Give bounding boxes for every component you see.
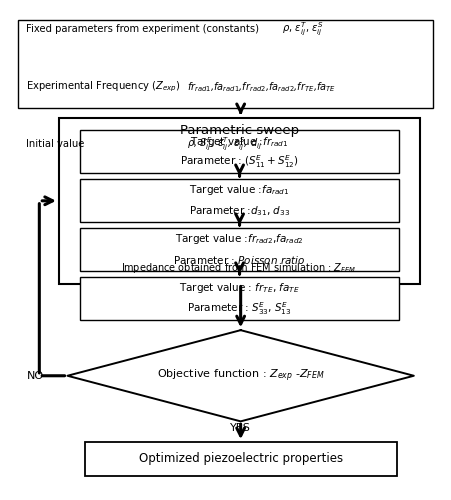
Text: Target value :$fr_{rad2}$,$fa_{rad2}$: Target value :$fr_{rad2}$,$fa_{rad2}$ [175, 232, 304, 246]
Text: Parameter : $S^{E}_{33}$, $S^{E}_{13}$: Parameter : $S^{E}_{33}$, $S^{E}_{13}$ [187, 300, 292, 317]
Text: Parametric sweep: Parametric sweep [180, 124, 299, 137]
FancyBboxPatch shape [18, 20, 433, 108]
Text: Initial value: Initial value [26, 140, 85, 149]
Text: $fr_{rad1}$,$fa_{rad1}$,$fr_{rad2}$,$fa_{rad2}$,$fr_{TE}$,$fa_{TE}$: $fr_{rad1}$,$fa_{rad1}$,$fr_{rad2}$,$fa_… [187, 80, 336, 94]
FancyBboxPatch shape [80, 277, 399, 320]
Text: Objective function : $Z_{exp}$ -$Z_{FEM}$: Objective function : $Z_{exp}$ -$Z_{FEM}… [156, 368, 325, 384]
Text: Parameter : $\mathit{Poisson\ ratio}$: Parameter : $\mathit{Poisson\ ratio}$ [173, 254, 306, 266]
Text: Target value : $fr_{TE}$, $fa_{TE}$: Target value : $fr_{TE}$, $fa_{TE}$ [179, 282, 300, 296]
Text: Experimental Frequency ($Z_{exp}$): Experimental Frequency ($Z_{exp}$) [26, 80, 181, 94]
Text: NO: NO [27, 371, 44, 381]
Text: $\rho$, $\varepsilon^{T}_{ij}$, $\varepsilon^{S}_{ij}$: $\rho$, $\varepsilon^{T}_{ij}$, $\vareps… [282, 20, 323, 38]
Text: Parameter : $(S^{E}_{11}+S^{E}_{12})$: Parameter : $(S^{E}_{11}+S^{E}_{12})$ [180, 154, 299, 170]
Text: Target value :$fr_{rad1}$: Target value :$fr_{rad1}$ [190, 134, 289, 148]
FancyBboxPatch shape [59, 118, 420, 284]
Text: Target value :$fa_{rad1}$: Target value :$fa_{rad1}$ [189, 184, 290, 198]
Text: Impedance obtained from FEM simulation : $Z_{FEM}$: Impedance obtained from FEM simulation :… [121, 261, 356, 275]
Text: Parameter :$d_{31}$, $d_{33}$: Parameter :$d_{31}$, $d_{33}$ [189, 204, 290, 218]
Text: Fixed parameters from experiment (constants): Fixed parameters from experiment (consta… [26, 24, 259, 34]
FancyBboxPatch shape [85, 442, 396, 476]
FancyBboxPatch shape [80, 228, 399, 271]
Text: $\rho$, $S^{E}_{ij}$, $\varepsilon^{T}_{ij}$, $\varepsilon^{S}_{ij}$, $d_{ij}$: $\rho$, $S^{E}_{ij}$, $\varepsilon^{T}_{… [187, 136, 262, 153]
Text: YES: YES [230, 422, 251, 432]
FancyBboxPatch shape [80, 179, 399, 222]
Text: Optimized piezoelectric properties: Optimized piezoelectric properties [138, 452, 343, 466]
FancyBboxPatch shape [80, 130, 399, 173]
